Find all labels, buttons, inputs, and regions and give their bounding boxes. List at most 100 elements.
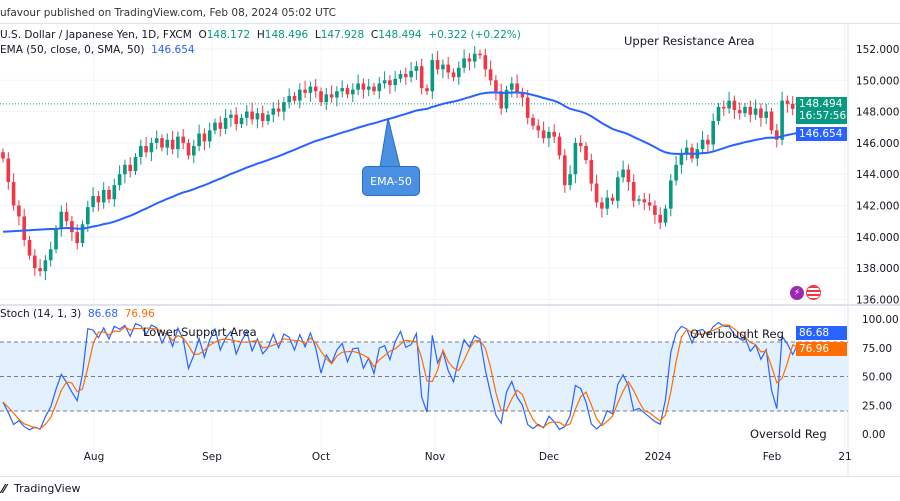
candle-body bbox=[589, 160, 594, 184]
ema-legend[interactable]: EMA (50, close, 0, SMA, 50) 146.654 bbox=[0, 44, 195, 56]
time-tick-label: Aug bbox=[84, 451, 105, 463]
candle-body bbox=[510, 83, 514, 90]
candle-body bbox=[229, 114, 233, 118]
candle-body bbox=[54, 228, 58, 250]
price-tick-label: 142.000 bbox=[856, 201, 899, 213]
candle-body bbox=[775, 130, 779, 140]
candle-body bbox=[91, 196, 95, 208]
candle-body bbox=[753, 108, 758, 115]
candle-body bbox=[674, 164, 678, 181]
candle-body bbox=[626, 169, 631, 183]
low-value: 147.928 bbox=[320, 29, 365, 41]
candle-body bbox=[393, 78, 397, 85]
candle-body bbox=[568, 174, 572, 186]
candle-body bbox=[515, 83, 519, 93]
candle-body bbox=[75, 232, 79, 244]
candle-body bbox=[70, 221, 74, 233]
candle-body bbox=[282, 102, 286, 112]
candle-body bbox=[711, 120, 715, 145]
stoch-d-value: 76.96 bbox=[124, 308, 155, 320]
candle-body bbox=[457, 67, 461, 78]
candle-body bbox=[541, 130, 546, 139]
ema-value: 146.654 bbox=[151, 44, 195, 56]
published-line: ufavour published on TradingView.com, Fe… bbox=[0, 7, 336, 19]
candle-body bbox=[213, 122, 217, 131]
candle-body bbox=[594, 183, 599, 203]
candle-body bbox=[478, 53, 482, 56]
candle-body bbox=[181, 136, 185, 143]
stoch-tick-label: 100.00 bbox=[862, 314, 899, 326]
time-tick-label: Oct bbox=[312, 451, 330, 463]
upper-resistance-label: Upper Resistance Area bbox=[624, 34, 755, 48]
candle-body bbox=[356, 83, 360, 90]
lower-support-label: Lower Support Area bbox=[143, 325, 257, 339]
candle-body bbox=[329, 94, 334, 98]
footer: ⁄⁄ TradingView bbox=[0, 476, 900, 501]
candle-body bbox=[382, 80, 387, 84]
candle-body bbox=[584, 146, 588, 161]
candle-body bbox=[324, 94, 329, 103]
candle-body bbox=[409, 70, 413, 78]
candle-body bbox=[499, 91, 503, 109]
candle-body bbox=[658, 214, 662, 223]
candle-body bbox=[27, 239, 32, 256]
candle-body bbox=[372, 86, 376, 92]
overbought-label: Overbought Reg bbox=[690, 327, 784, 341]
candle-body bbox=[48, 249, 53, 261]
candle-body bbox=[17, 205, 21, 217]
candle-body bbox=[780, 100, 784, 140]
candle-body bbox=[298, 89, 302, 101]
candle-body bbox=[531, 117, 535, 126]
candle-body bbox=[170, 139, 175, 150]
candle-body bbox=[679, 153, 684, 165]
candle-body bbox=[80, 224, 85, 244]
oversold-label: Oversold Reg bbox=[750, 427, 827, 441]
stoch-k-value: 86.68 bbox=[87, 308, 118, 320]
candle-body bbox=[520, 92, 525, 98]
us-flag-event-icon[interactable] bbox=[806, 285, 821, 300]
candle-body bbox=[573, 142, 578, 175]
candle-body bbox=[637, 199, 641, 201]
stoch-legend[interactable]: Stoch (14, 1, 3) 86.68 76.96 bbox=[0, 308, 155, 320]
ema-callout-text: EMA-50 bbox=[370, 174, 412, 188]
candle-body bbox=[616, 177, 620, 201]
candle-body bbox=[287, 95, 291, 103]
stoch-tick-label: 50.00 bbox=[862, 372, 892, 384]
candle-body bbox=[366, 86, 371, 90]
candle-body bbox=[239, 117, 244, 125]
tradingview-logo-icon: ⁄⁄ bbox=[2, 482, 7, 496]
ema-price-tag: 146.654 bbox=[796, 127, 847, 141]
candle-body bbox=[186, 142, 191, 156]
candle-body bbox=[154, 138, 159, 143]
candle-body bbox=[790, 103, 795, 109]
price-tick-label: 136.000 bbox=[856, 294, 899, 306]
candle-body bbox=[1, 152, 5, 159]
candle-body bbox=[785, 100, 790, 104]
candle-body bbox=[563, 155, 567, 186]
candle-body bbox=[435, 59, 440, 70]
last-price-tag: 148.494 16:57:56 bbox=[796, 97, 847, 124]
candle-body bbox=[404, 74, 408, 78]
candle-body bbox=[308, 86, 313, 93]
candle-body bbox=[144, 146, 148, 153]
time-tick-label: Feb bbox=[763, 451, 782, 463]
candle-body bbox=[303, 89, 307, 93]
price-tick-label: 148.000 bbox=[856, 107, 899, 119]
candle-body bbox=[223, 117, 228, 129]
candle-body bbox=[398, 74, 403, 79]
candle-body bbox=[276, 108, 281, 112]
candle-body bbox=[488, 69, 493, 81]
price-tick-label: 150.000 bbox=[856, 75, 899, 87]
ema-callout: EMA-50 bbox=[362, 166, 420, 196]
time-tick-label: Nov bbox=[425, 451, 446, 463]
candle-body bbox=[769, 111, 774, 131]
candle-body bbox=[255, 113, 260, 120]
open-value: 148.172 bbox=[206, 29, 251, 41]
stoch-tick-label: 25.00 bbox=[862, 400, 892, 412]
candle-body bbox=[504, 89, 509, 109]
candle-body bbox=[425, 88, 429, 92]
candle-body bbox=[716, 106, 721, 121]
lightning-event-icon[interactable]: ⚡ bbox=[790, 286, 804, 300]
stoch-k-tag: 86.68 bbox=[796, 326, 847, 340]
